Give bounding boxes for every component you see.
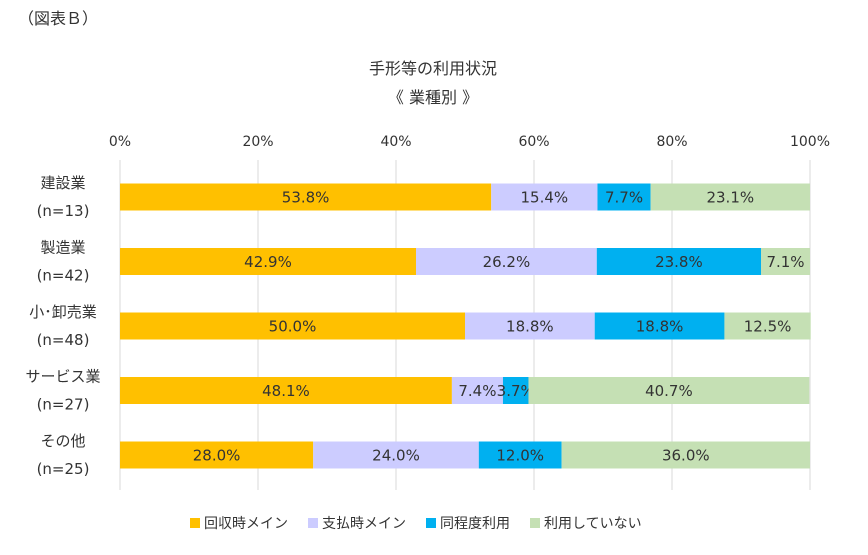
chart-subtitle: 《 業種別 》: [388, 88, 478, 107]
bar-segment: [491, 183, 598, 211]
data-label: 23.1%: [706, 189, 754, 207]
bar-segment: [650, 183, 810, 211]
data-label: 24.0%: [372, 447, 420, 465]
bar-segment: [313, 441, 479, 469]
legend-item: 利用していない: [530, 516, 642, 532]
category-labels: 建設業 (n=13) 製造業 (n=42) 小･卸売業 (n=48) サービス業 (n=27)…: [25, 174, 100, 478]
bar-segment: [594, 312, 725, 340]
category-count: (n=42): [37, 267, 90, 285]
data-label: 42.9%: [244, 253, 292, 271]
legend-item: 支払時メイン: [308, 516, 406, 532]
legend-label: 回収時メイン: [204, 516, 288, 532]
legend-item: 同程度利用: [426, 516, 510, 532]
x-tick-label: 100%: [790, 134, 830, 150]
x-tick-label: 20%: [242, 134, 273, 150]
bar-segment: [478, 441, 562, 469]
x-tick-label: 60%: [518, 134, 549, 150]
bar-segment: [120, 377, 452, 404]
data-label: 12.5%: [744, 318, 792, 336]
legend-item: 回収時メイン: [190, 516, 288, 532]
chart-title: 手形等の利用状況: [369, 59, 497, 78]
bar-segment: [596, 248, 762, 275]
data-label: 48.1%: [262, 382, 310, 400]
data-label: 28.0%: [193, 447, 241, 465]
bar-segment: [528, 377, 810, 404]
data-label: 53.8%: [282, 189, 330, 207]
data-label: 36.0%: [662, 447, 710, 465]
legend: 回収時メイン 支払時メイン 同程度利用 利用していない: [190, 516, 642, 532]
data-label: 15.4%: [521, 189, 569, 207]
bars: 53.8% 15.4% 7.7% 23.1% 42.9% 26.2% 23.8% 7.1% 50…: [120, 183, 811, 469]
data-label: 18.8%: [506, 318, 554, 336]
x-tick-label: 80%: [656, 134, 687, 150]
legend-label: 同程度利用: [440, 516, 510, 532]
legend-swatch: [308, 518, 318, 528]
category-label: 建設業: [40, 174, 85, 192]
data-label: 7.7%: [605, 189, 643, 207]
data-label: 40.7%: [645, 382, 693, 400]
bar-segment: [465, 312, 595, 340]
category-count: (n=48): [37, 331, 90, 349]
data-label: 18.8%: [636, 318, 684, 336]
figure-label: （図表Ｂ）: [18, 9, 98, 28]
legend-label: 利用していない: [544, 516, 642, 532]
category-count: (n=27): [37, 396, 90, 414]
category-count: (n=25): [37, 460, 90, 478]
data-label: 12.0%: [496, 447, 544, 465]
category-count: (n=13): [37, 202, 90, 220]
category-label: 小･卸売業: [29, 303, 97, 321]
legend-swatch: [190, 518, 200, 528]
category-label: その他: [40, 432, 85, 450]
data-label: 7.1%: [766, 253, 804, 271]
category-label: 製造業: [40, 239, 85, 257]
bar-segment: [724, 312, 811, 340]
x-axis-ticks: 0% 20% 40% 60% 80% 100%: [109, 134, 830, 150]
bar-segment: [597, 183, 651, 211]
bar-segment: [120, 441, 314, 469]
legend-swatch: [530, 518, 540, 528]
bar-segment: [451, 377, 503, 404]
bar-segment: [502, 377, 529, 404]
data-label: 3.7%: [497, 382, 535, 400]
bar-segment: [120, 248, 417, 275]
category-label: サービス業: [25, 368, 100, 386]
data-label: 50.0%: [269, 318, 317, 336]
legend-label: 支払時メイン: [322, 516, 406, 532]
data-label: 23.8%: [655, 253, 703, 271]
legend-swatch: [426, 518, 436, 528]
bar-segment: [416, 248, 597, 275]
x-tick-label: 40%: [380, 134, 411, 150]
data-label: 7.4%: [458, 382, 496, 400]
data-label: 26.2%: [483, 253, 531, 271]
bar-segment: [120, 183, 492, 211]
bar-segment: [761, 248, 810, 275]
bar-segment: [561, 441, 810, 469]
x-tick-label: 0%: [109, 134, 131, 150]
bar-segment: [120, 312, 465, 340]
